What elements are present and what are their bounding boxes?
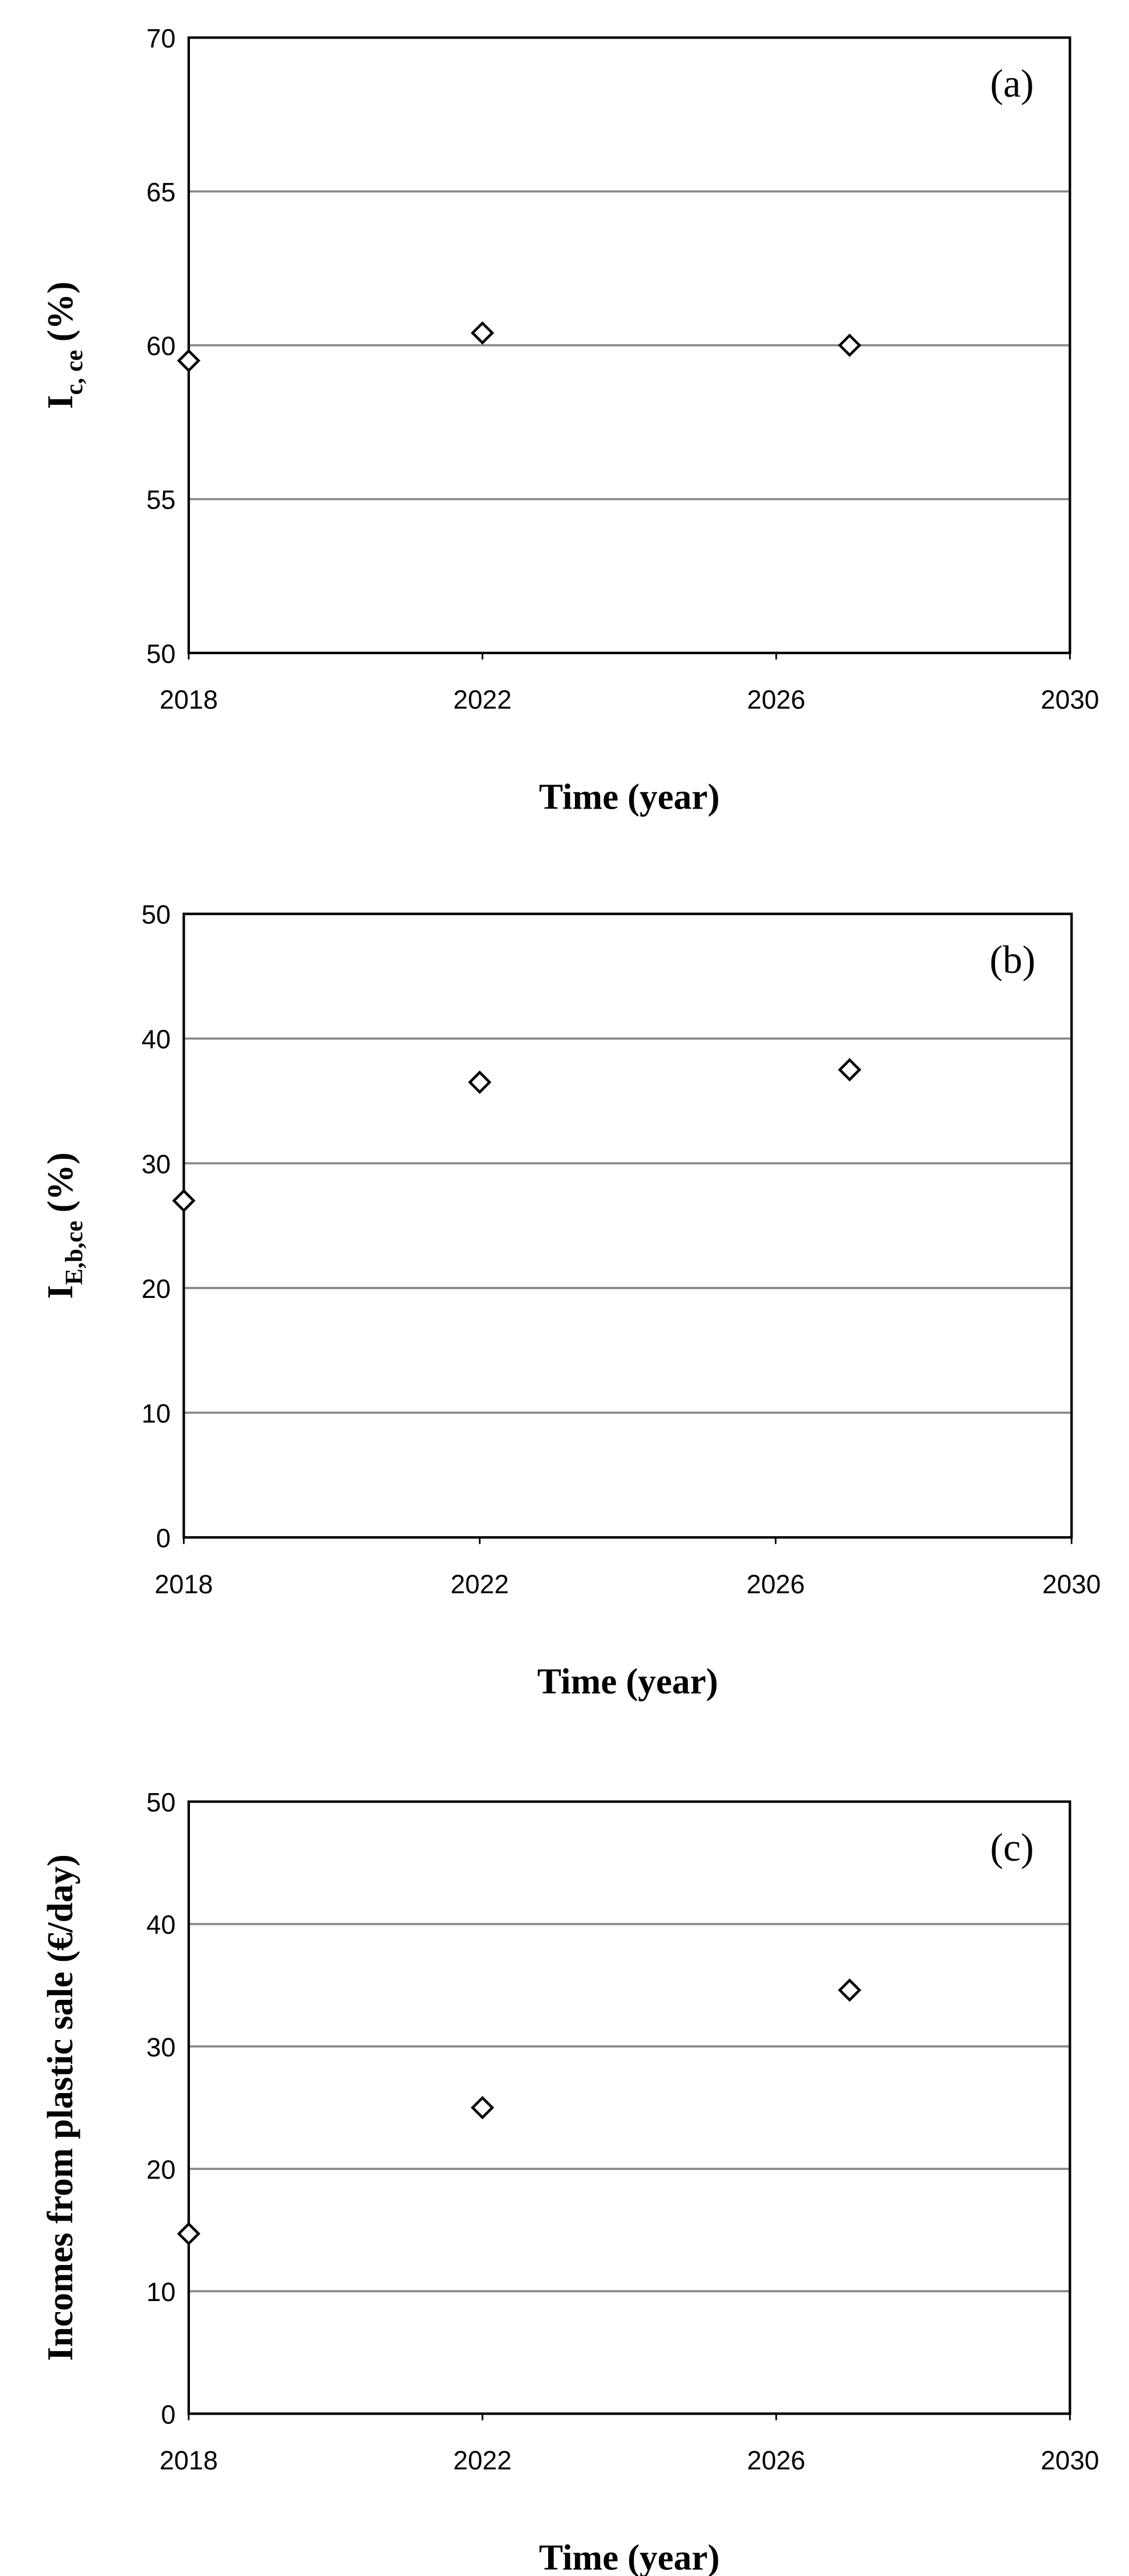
y-axis-title: Incomes from plastic sale (€/day) xyxy=(41,1854,80,2361)
plot-frame xyxy=(182,912,1073,1539)
y-tick-label: 20 xyxy=(146,2155,175,2185)
y-tick-label: 0 xyxy=(156,1523,171,1553)
x-tick-label: 2026 xyxy=(747,2446,805,2475)
marker xyxy=(471,321,495,345)
y-tick-label: 50 xyxy=(142,900,171,930)
y-axis-title: IE,b,ce (%) xyxy=(41,1152,88,1299)
chart: 50 55 60 65 70 2018 2022 2026 2030 (a) Time (year)… xyxy=(41,23,1099,817)
x-axis-title: Time (year) xyxy=(539,2538,719,2576)
x-tick-label: 2026 xyxy=(747,685,805,715)
y-tick-label: 60 xyxy=(146,331,175,361)
annotation: (a) xyxy=(990,62,1034,105)
y-tick-label: 10 xyxy=(142,1399,171,1428)
x-tick-label: 2022 xyxy=(453,685,511,715)
x-tick-label: 2030 xyxy=(1040,685,1099,715)
y-axis-title-unit: (%) xyxy=(41,281,80,341)
plot-frame xyxy=(187,36,1071,654)
y-tick-label: 30 xyxy=(142,1149,171,1179)
y-tick-label: 65 xyxy=(146,178,175,207)
marker xyxy=(471,2095,495,2120)
y-axis-title-main: I xyxy=(41,395,80,409)
plot-frame xyxy=(187,1800,1071,2415)
marker xyxy=(468,1070,492,1094)
x-tick-label: 2018 xyxy=(160,2446,218,2475)
marker xyxy=(838,1978,862,2002)
marker xyxy=(177,2222,201,2246)
x-tick-label: 2018 xyxy=(160,685,218,715)
annotation: (c) xyxy=(990,1826,1034,1869)
annotation: (b) xyxy=(990,938,1036,982)
marker xyxy=(838,333,862,357)
x-tick-label: 2018 xyxy=(154,1569,213,1599)
x-tick-label: 2026 xyxy=(746,1569,805,1599)
x-axis-title: Time (year) xyxy=(539,777,719,817)
y-axis-title-sub: E,b,ce xyxy=(61,1220,88,1285)
y-axis-title: Ic, ce (%) xyxy=(41,281,88,409)
y-tick-label: 0 xyxy=(161,2399,175,2429)
x-tick-label: 2030 xyxy=(1042,1569,1100,1599)
marker xyxy=(177,349,201,373)
marker xyxy=(838,1058,862,1082)
y-tick-label: 40 xyxy=(142,1025,171,1054)
y-tick-label: 55 xyxy=(146,485,175,515)
x-axis-title: Time (year) xyxy=(537,1662,718,1702)
x-tick-label: 2030 xyxy=(1040,2446,1099,2475)
y-tick-label: 50 xyxy=(146,1788,175,1818)
y-axis-title-main: I xyxy=(41,1285,80,1299)
marker xyxy=(172,1189,196,1213)
x-tick-label: 2022 xyxy=(450,1569,509,1599)
y-tick-label: 40 xyxy=(146,1910,175,1940)
y-tick-label: 50 xyxy=(146,639,175,669)
y-tick-label: 10 xyxy=(146,2277,175,2307)
y-axis-title-main: Incomes from plastic sale (€/day) xyxy=(41,1854,80,2361)
y-tick-label: 20 xyxy=(142,1274,171,1304)
y-tick-label: 70 xyxy=(146,23,175,53)
y-tick-label: 30 xyxy=(146,2032,175,2062)
y-axis-title-sub: c, ce xyxy=(61,350,88,395)
y-axis-title-unit: (%) xyxy=(41,1152,80,1212)
x-tick-label: 2022 xyxy=(453,2446,511,2475)
